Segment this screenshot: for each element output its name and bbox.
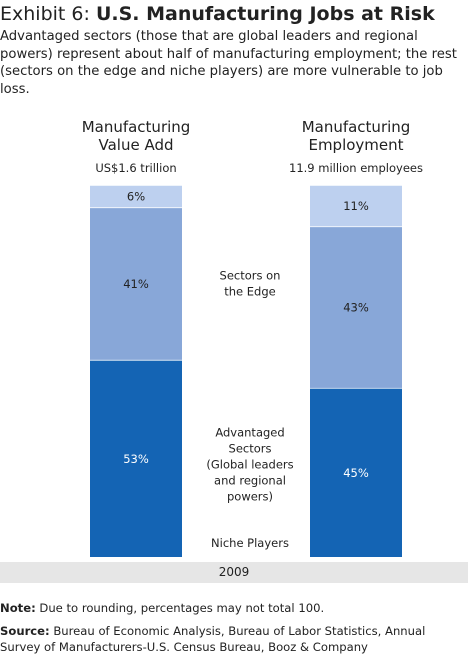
bar-segment [90, 207, 182, 360]
category-label: Employment [308, 136, 403, 154]
bar-segment [90, 185, 182, 208]
category-total: US$1.6 trillion [95, 161, 176, 175]
source: Source: Bureau of Economic Analysis, Bur… [0, 623, 466, 655]
bar-segment [310, 387, 402, 557]
series-label: Advantaged [215, 425, 284, 439]
bar-segment [90, 359, 182, 557]
series-label: the Edge [224, 285, 275, 299]
note-text: Due to rounding, percentages may not tot… [35, 601, 325, 615]
category-total: 11.9 million employees [289, 161, 423, 175]
year-bar: 2009 [0, 562, 468, 583]
series-label: (Global leaders [206, 457, 293, 471]
data-label: 41% [123, 277, 149, 291]
category-label: Manufacturing [302, 118, 411, 136]
series-label: Sectors on [220, 269, 281, 283]
exhibit-title: U.S. Manufacturing Jobs at Risk [95, 3, 435, 25]
category-label: Value Add [99, 136, 174, 154]
exhibit-label: Exhibit 6: [0, 3, 96, 25]
series-label: Niche Players [211, 536, 289, 550]
bar-segment [310, 185, 402, 227]
page-title: Exhibit 6: U.S. Manufacturing Jobs at Ri… [0, 2, 435, 26]
series-label: and regional [214, 473, 286, 487]
note-label: Note: [0, 601, 36, 615]
source-label: Source: [0, 624, 50, 638]
data-label: 43% [343, 301, 369, 315]
exhibit-subtitle: Advantaged sectors (those that are globa… [0, 29, 457, 97]
series-label: powers) [227, 489, 273, 503]
bar-segment [310, 226, 402, 388]
series-label: Sectors [229, 441, 272, 455]
note: Note: Due to rounding, percentages may n… [0, 600, 466, 616]
data-label: 53% [123, 452, 149, 466]
source-text: Bureau of Economic Analysis, Bureau of L… [0, 624, 426, 654]
data-label: 6% [127, 190, 145, 204]
category-label: Manufacturing [82, 118, 191, 136]
data-label: 11% [343, 199, 369, 213]
data-label: 45% [343, 466, 369, 480]
